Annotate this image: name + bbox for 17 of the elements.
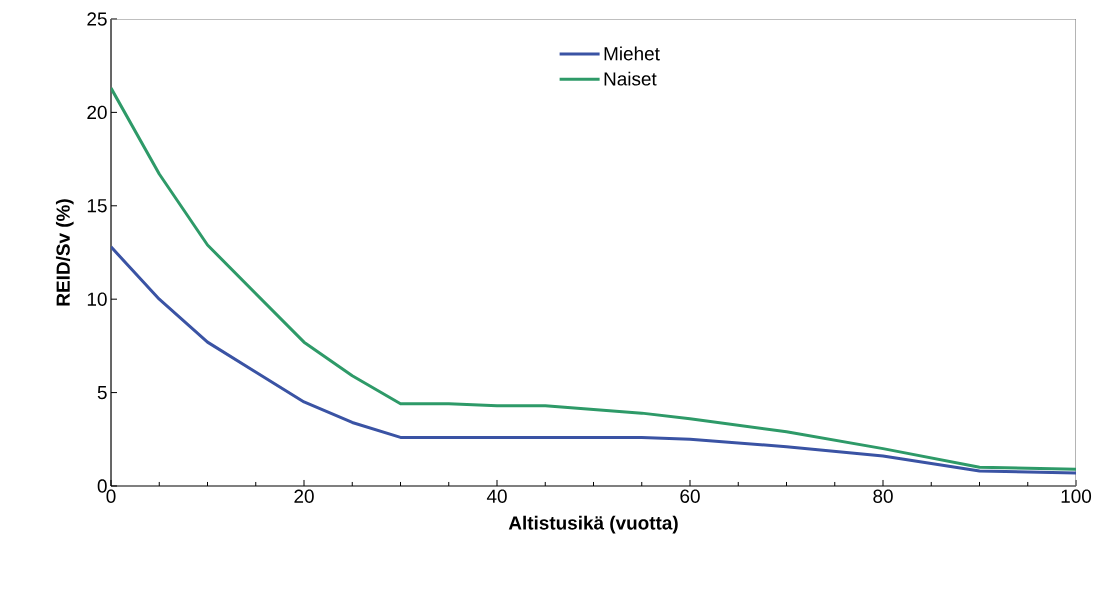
x-tick-label: 40: [486, 489, 507, 503]
y-tick-label: 0: [97, 479, 107, 493]
y-tick-label: 15: [87, 199, 107, 213]
y-tick-label: 5: [97, 385, 107, 400]
y-tick-label: 20: [87, 105, 107, 120]
x-tick-label: 80: [873, 489, 893, 503]
x-tick-label: 0: [106, 489, 116, 503]
x-tick-label: 60: [680, 489, 700, 503]
legend-label: Naiset: [604, 71, 657, 86]
x-axis-title: Altistusikä (vuotta): [508, 515, 678, 534]
y-tick-label: 25: [87, 12, 107, 26]
x-tick-label: 100: [1061, 489, 1092, 503]
x-tick-label: 20: [294, 489, 314, 503]
y-tick-label: 10: [87, 292, 107, 306]
y-axis-title: REID/Sv (%): [55, 199, 74, 306]
legend-label: Miehet: [604, 46, 660, 61]
line-series: [111, 86, 1077, 471]
